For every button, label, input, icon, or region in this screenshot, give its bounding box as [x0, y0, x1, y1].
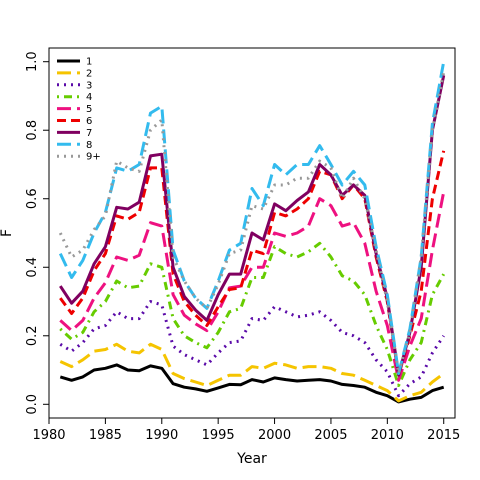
series-line-6: [59, 150, 446, 377]
x-tick-label: 2015: [427, 428, 460, 443]
y-tick-label: 1.0: [25, 51, 40, 72]
series-line-2: [59, 342, 445, 403]
y-tick-label: 0.6: [25, 188, 40, 209]
axes: 1980 1985 1990 1995 2000 2005 2010 2015 0.0 0.2 0.…: [0, 51, 460, 467]
legend-label-9plus: 9+: [86, 152, 101, 163]
legend-label-1: 1: [86, 57, 92, 68]
legend-label-3: 3: [86, 80, 92, 91]
series-line-5: [59, 191, 446, 382]
x-axis-title: Year: [236, 451, 267, 467]
legend-label-7: 7: [86, 128, 92, 139]
plot-area: [48, 47, 456, 419]
series-line-9plus: [58, 71, 446, 375]
series-line-7: [59, 75, 446, 377]
x-tick-label: 1985: [89, 428, 122, 443]
legend-label-2: 2: [86, 68, 92, 79]
x-tick-label: 2005: [314, 428, 347, 443]
x-tick-label: 1980: [32, 428, 65, 443]
x-tick-label: 2010: [371, 428, 404, 443]
legend-label-4: 4: [86, 92, 92, 103]
legend-label-5: 5: [86, 104, 92, 115]
y-tick-label: 0.0: [25, 394, 40, 415]
x-tick-label: 1990: [145, 428, 178, 443]
series-layer: [58, 61, 446, 404]
series-line-1: [59, 363, 445, 404]
series-line-8: [58, 61, 446, 375]
y-tick-label: 0.8: [25, 120, 40, 141]
legend-label-8: 8: [86, 140, 92, 151]
y-tick-label: 0.2: [25, 325, 40, 346]
y-tick-label: 0.4: [25, 257, 40, 278]
legend-label-6: 6: [86, 116, 92, 127]
series-line-3: [59, 300, 445, 398]
y-axis-title: F: [0, 229, 15, 237]
x-tick-label: 1995: [202, 428, 235, 443]
x-tick-label: 2000: [258, 428, 291, 443]
plot-frame: [48, 47, 456, 419]
